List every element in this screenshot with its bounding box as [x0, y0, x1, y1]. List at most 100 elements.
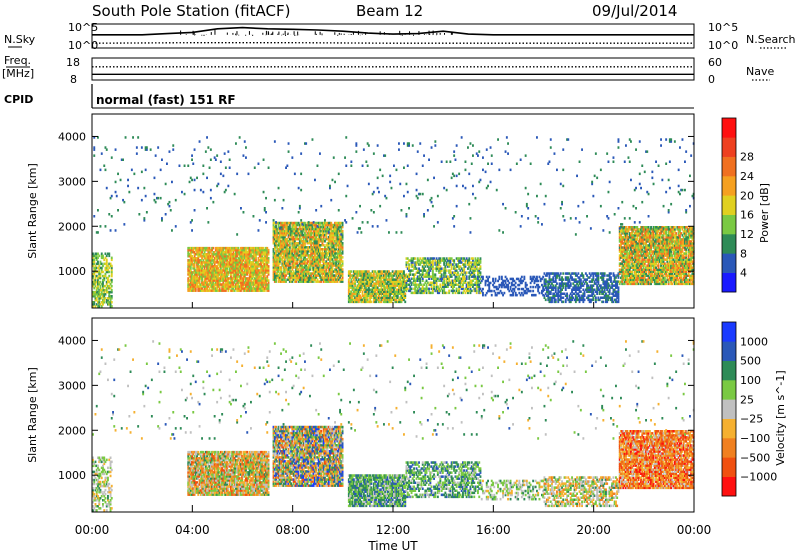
power-cell: [111, 301, 113, 304]
power-cell: [556, 282, 558, 285]
cpid-label: CPID: [4, 93, 33, 106]
power-cell: [111, 305, 113, 308]
power-cell: [492, 278, 494, 281]
power-cell: [268, 249, 270, 252]
freq-left-tick-top: 18: [66, 56, 80, 69]
power-cell: [342, 256, 344, 259]
freq-right-tick-bottom: 0: [708, 73, 715, 86]
power-cell: [566, 293, 568, 296]
power-cell: [532, 286, 534, 289]
power-cell: [577, 272, 579, 275]
power-cell: [526, 284, 528, 287]
power-cell: [439, 284, 441, 287]
power-cell: [530, 290, 532, 293]
power-cell: [403, 270, 405, 273]
noise-panel: 10^5 10^0 10^5 10^0 N.Sky N.Search: [4, 21, 796, 52]
power-cell: [102, 255, 104, 258]
station-title: South Pole Station (fitACF): [92, 2, 290, 20]
power-cell: [108, 253, 110, 256]
power-cell: [495, 278, 497, 281]
power-cell: [411, 288, 413, 291]
power-cell: [268, 265, 270, 268]
power-cell: [562, 297, 564, 300]
cpid-text: normal (fast) 151 RF: [96, 93, 236, 107]
power-cell: [501, 276, 503, 279]
noise-line-sky: [92, 28, 694, 35]
power-cell: [562, 301, 564, 304]
power-cell: [108, 271, 110, 274]
power-cell: [515, 282, 517, 285]
power-cell: [491, 294, 493, 297]
nave-label: Nave: [746, 65, 774, 78]
freq-right-tick-top: 60: [708, 56, 722, 69]
power-cell: [111, 257, 113, 260]
power-cell: [516, 294, 518, 297]
power-cell: [542, 276, 544, 279]
cpid-strip: CPID normal (fast) 151 RF: [4, 84, 694, 108]
power-cell: [521, 276, 523, 279]
power-cell: [555, 299, 557, 302]
power-cell: [457, 271, 459, 274]
freq-series: [92, 67, 694, 74]
power-cell: [428, 288, 430, 291]
power-cell: [518, 288, 520, 291]
power-cell: [539, 286, 541, 289]
noise-left-tick-bottom: 10^0: [68, 39, 98, 52]
power-cell: [404, 301, 406, 304]
power-cell: [488, 276, 490, 279]
power-cell: [111, 265, 113, 268]
power-cell: [102, 271, 104, 274]
power-cell: [539, 292, 541, 295]
power-cell: [111, 295, 113, 298]
power-cell: [580, 291, 582, 294]
power-cell: [441, 273, 443, 276]
power-cell: [602, 301, 604, 304]
date-label: 09/Jul/2014: [592, 2, 677, 20]
power-cell: [441, 267, 443, 270]
power-cell: [268, 279, 270, 282]
power-cell: [482, 288, 484, 291]
power-cell: [212, 247, 214, 250]
power-cell: [414, 257, 416, 260]
power-cell: [468, 257, 470, 260]
power-cell: [446, 292, 448, 295]
power-cell: [490, 282, 492, 285]
power-cell: [482, 292, 484, 295]
power-cell: [480, 271, 482, 274]
power-cell: [98, 255, 100, 258]
power-cell: [466, 271, 468, 274]
power-cell: [342, 242, 344, 245]
power-cell: [471, 290, 473, 293]
power-heatmap-cells: [92, 136, 695, 307]
power-cell: [472, 257, 474, 260]
power-cell: [342, 260, 344, 263]
power-cell: [582, 274, 584, 277]
noise-left-tick-top: 10^5: [68, 21, 98, 34]
freq-label-line1: Freq.: [4, 54, 31, 67]
power-cell: [434, 273, 436, 276]
power-cell: [453, 259, 455, 262]
power-cell: [268, 257, 270, 260]
freq-panel-frame: [92, 58, 694, 80]
power-cell: [108, 275, 110, 278]
frequency-panel: 18 8 60 0 Freq. [MHz] Nave: [2, 54, 774, 86]
nsearch-label: N.Search: [746, 33, 796, 46]
power-cell: [535, 294, 537, 297]
power-cell: [570, 282, 572, 285]
power-cell: [560, 272, 562, 275]
power-cell: [342, 222, 344, 225]
power-cell: [536, 276, 538, 279]
power-cell: [508, 282, 510, 285]
power-cell: [562, 272, 564, 275]
power-cell: [545, 299, 547, 302]
power-cell: [111, 285, 113, 288]
noise-panel-frame: [92, 24, 694, 48]
power-cell: [448, 290, 450, 293]
power-cell: [604, 272, 606, 275]
noise-right-tick-top: 10^5: [708, 21, 738, 34]
power-cell: [597, 272, 599, 275]
power-cell: [480, 288, 482, 291]
